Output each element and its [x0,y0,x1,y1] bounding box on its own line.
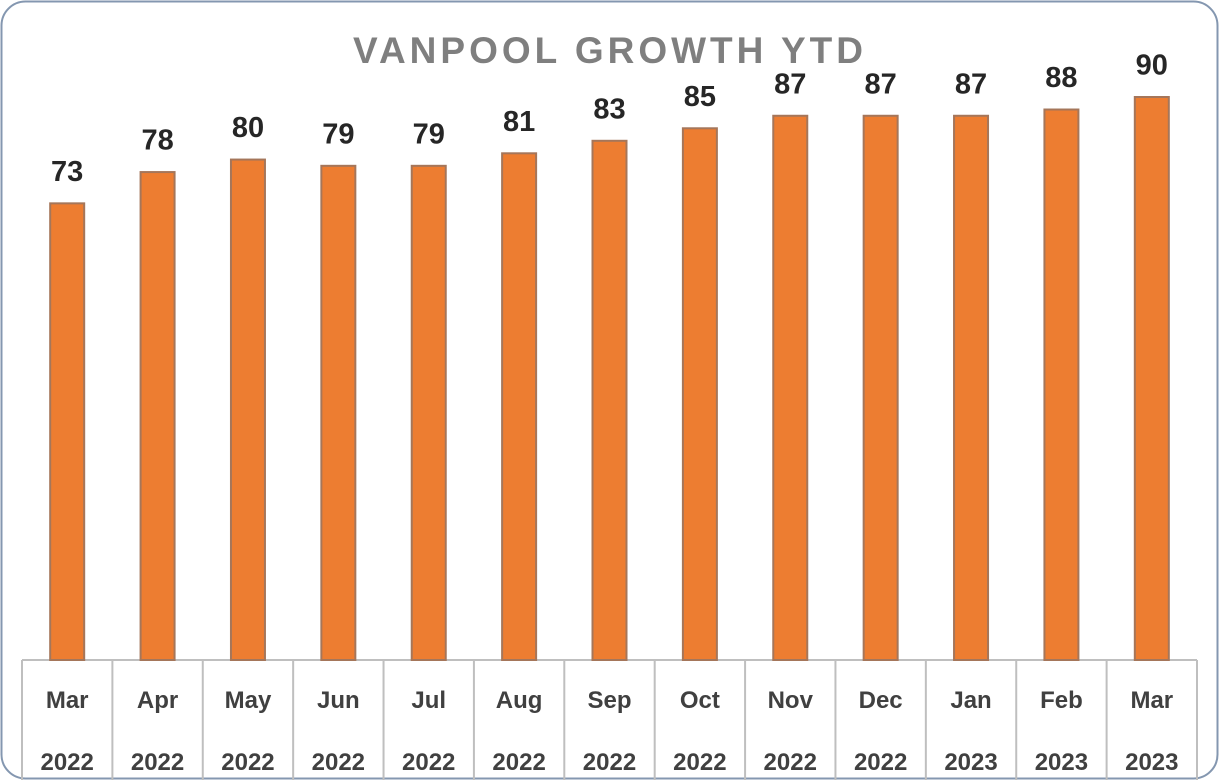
data-label: 87 [865,68,897,100]
bar [139,171,176,661]
bar [772,114,809,662]
x-tick-label: Feb 2023 [1034,687,1089,776]
x-tick-label: Dec 2022 [853,687,908,776]
data-label: 78 [141,125,173,157]
data-label: 80 [232,112,264,144]
x-tick-label: Nov 2022 [763,687,817,776]
data-label: 88 [1045,62,1077,94]
x-tick-label: Aug 2022 [492,687,546,776]
data-label: 87 [774,68,806,100]
bar [1133,96,1170,661]
data-label: 79 [322,118,354,150]
bar [862,114,899,662]
data-label: 87 [955,68,987,100]
bar [1043,108,1080,661]
bar [229,158,266,662]
x-tick-label: May 2022 [221,687,275,776]
chart-title: VANPOOL GROWTH YTD [353,30,867,71]
bar [591,139,628,662]
x-tick-label: Apr 2022 [130,687,185,776]
x-tick-label: Sep 2022 [582,687,637,776]
x-tick-label: Mar 2023 [1125,687,1179,776]
data-label: 79 [413,118,445,150]
bar [501,152,538,662]
data-label: 81 [503,106,535,138]
x-tick-label: Jul 2022 [402,687,456,776]
data-label: 73 [51,156,83,188]
data-label: 90 [1136,50,1168,82]
bar [410,164,447,662]
data-label: 83 [593,93,625,125]
x-tick-label: Oct 2022 [673,687,727,776]
x-tick-label: Mar 2022 [40,687,94,776]
bar [49,202,86,661]
x-tick-label: Jun 2022 [311,687,366,776]
bar [681,127,718,661]
data-label: 85 [684,81,716,113]
x-tick-label: Jan 2023 [944,687,998,776]
bar [953,114,990,662]
bar [320,164,357,662]
